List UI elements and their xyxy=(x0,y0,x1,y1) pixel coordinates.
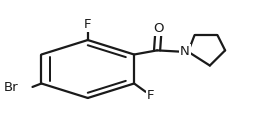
Text: F: F xyxy=(84,18,92,31)
Text: O: O xyxy=(153,22,164,35)
Text: Br: Br xyxy=(4,81,18,94)
Text: F: F xyxy=(147,89,154,102)
Text: N: N xyxy=(180,45,190,58)
